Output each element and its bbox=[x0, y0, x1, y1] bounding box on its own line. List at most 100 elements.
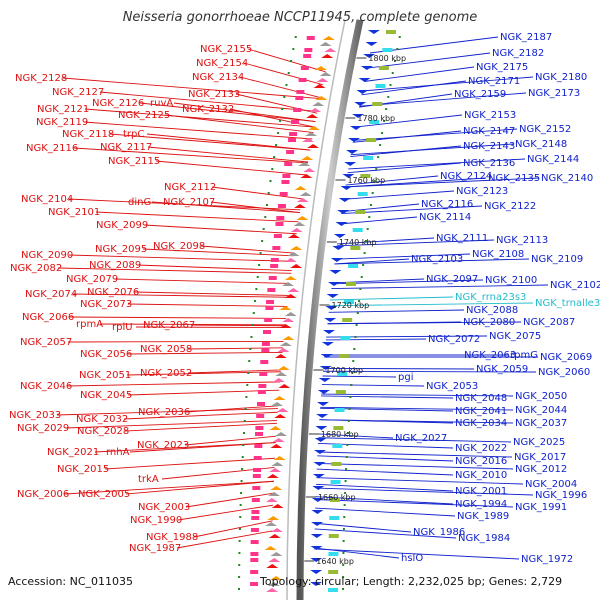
gene-feature bbox=[342, 174, 355, 178]
gene-feature bbox=[302, 138, 315, 142]
gene-feature bbox=[295, 96, 304, 100]
gene-feature bbox=[263, 330, 272, 334]
scale-label: 1700 kbp bbox=[325, 366, 363, 375]
gene-feature bbox=[277, 204, 286, 208]
connector-ngk-2074 bbox=[72, 293, 289, 298]
gene-feature bbox=[310, 570, 323, 574]
gene-feature bbox=[287, 252, 300, 256]
scale-dot bbox=[342, 528, 345, 530]
connector-ngk-1990 bbox=[177, 504, 274, 521]
connector-ngk-2148 bbox=[350, 143, 514, 156]
connector-ngk-2045 bbox=[127, 389, 280, 396]
gene-feature bbox=[352, 228, 363, 232]
scale-dot bbox=[264, 216, 267, 218]
gene-label-ngk-2123: NGK_2123 bbox=[456, 186, 508, 197]
gene-label-ngk-2079: NGK_2079 bbox=[66, 274, 118, 285]
gene-feature bbox=[298, 162, 311, 166]
scale-dot bbox=[246, 384, 249, 386]
scale-dot bbox=[348, 408, 351, 410]
gene-feature bbox=[266, 300, 275, 304]
gene-feature bbox=[315, 96, 328, 100]
gene-feature bbox=[322, 36, 335, 40]
scale-dot bbox=[267, 192, 270, 194]
gene-label-ngk-2090: NGK_2090 bbox=[21, 250, 73, 261]
connector-ngk-2010 bbox=[316, 468, 454, 476]
gene-feature bbox=[348, 138, 361, 142]
scale-dot bbox=[238, 576, 241, 578]
gene-feature bbox=[355, 210, 366, 214]
gene-label-ding: dinG bbox=[128, 197, 151, 208]
gene-label-rplu: rplU bbox=[112, 322, 133, 333]
scale-dot bbox=[343, 516, 346, 518]
scale-dot bbox=[345, 468, 348, 470]
gene-label-ngk-2155: NGK_2155 bbox=[200, 44, 252, 55]
gene-feature bbox=[275, 372, 288, 376]
scale-dot bbox=[358, 300, 361, 302]
gene-label-rpmg: rpmG bbox=[510, 350, 538, 361]
scale-dot bbox=[238, 528, 241, 530]
connector-rnha bbox=[129, 442, 276, 453]
gene-feature bbox=[329, 270, 342, 274]
gene-label-ngk-2027: NGK_2027 bbox=[395, 433, 447, 444]
scale-dot bbox=[244, 408, 247, 410]
scale-label: 1760 kbp bbox=[347, 176, 385, 185]
gene-label-ngk-1994: NGK_1994 bbox=[455, 499, 507, 510]
gene-feature bbox=[321, 342, 334, 346]
gene-feature bbox=[313, 462, 326, 466]
gene-feature bbox=[274, 354, 287, 358]
gene-feature bbox=[333, 426, 344, 430]
gene-label-ngk-2153: NGK_2153 bbox=[464, 110, 516, 121]
scale-dot bbox=[351, 372, 354, 374]
gene-feature bbox=[271, 462, 284, 466]
gene-feature bbox=[328, 588, 339, 592]
gene-label-ngk-2103: NGK_2103 bbox=[411, 254, 463, 265]
connector-ngk-2175 bbox=[364, 66, 475, 82]
gene-feature bbox=[272, 438, 285, 442]
scale-dot bbox=[258, 264, 261, 266]
scale-label: 1780 kbp bbox=[357, 114, 395, 123]
gene-label-ngk-2046: NGK_2046 bbox=[20, 381, 72, 392]
gene-feature bbox=[250, 570, 259, 574]
gene-label-ngk-2075: NGK_2075 bbox=[489, 331, 541, 342]
gene-feature bbox=[369, 120, 380, 124]
gene-label-ngk-2010: NGK_2010 bbox=[455, 470, 507, 481]
connector-ngk-2117 bbox=[147, 146, 309, 163]
connector-ngk-2004 bbox=[316, 477, 524, 485]
connector-ngk-1987 bbox=[176, 530, 273, 549]
gene-label-ngk-2089: NGK_2089 bbox=[89, 260, 141, 271]
connector-ngk-1994 bbox=[315, 496, 454, 505]
connector-rplu bbox=[135, 326, 286, 329]
gene-label-ngk-1988: NGK_1988 bbox=[146, 532, 198, 543]
gene-label-ngk-rrna23s3: NGK_rrna23s3 bbox=[455, 292, 526, 303]
genome-ruler-arc bbox=[296, 19, 364, 600]
gene-label-ngk-2136: NGK_2136 bbox=[463, 158, 515, 169]
gene-feature bbox=[375, 84, 386, 88]
scale-dot bbox=[277, 132, 280, 134]
connector-ngk-2128 bbox=[62, 77, 321, 99]
connector-ngk-2027 bbox=[318, 433, 394, 439]
scale-dot bbox=[238, 552, 241, 554]
gene-label-ngk-2117: NGK_2117 bbox=[100, 142, 152, 153]
scale-dot bbox=[347, 432, 350, 434]
gene-feature bbox=[363, 156, 374, 160]
gene-feature bbox=[333, 234, 346, 238]
gene-feature bbox=[346, 282, 357, 286]
gene-feature bbox=[256, 402, 265, 406]
gene-feature bbox=[330, 258, 343, 262]
gene-feature bbox=[256, 414, 265, 418]
gene-label-ngk-2107: NGK_2107 bbox=[163, 197, 215, 208]
connector-ngk-trnalle3 bbox=[329, 302, 534, 307]
connector-ngk-2107 bbox=[210, 201, 300, 214]
scale-dot bbox=[355, 324, 358, 326]
gene-label-ngk-2125: NGK_2125 bbox=[118, 110, 170, 121]
scale-dot bbox=[377, 156, 380, 158]
scale-dot bbox=[349, 396, 352, 398]
connector-ngk-2119 bbox=[83, 121, 313, 140]
gene-feature bbox=[314, 450, 327, 454]
scale-dot bbox=[292, 48, 295, 50]
gene-label-ngk-2114: NGK_2114 bbox=[419, 212, 471, 223]
gene-feature bbox=[294, 186, 307, 190]
gene-label-ngk-2053: NGK_2053 bbox=[426, 381, 478, 392]
connector-ngk-2133 bbox=[235, 93, 318, 114]
scale-dot bbox=[342, 576, 345, 578]
